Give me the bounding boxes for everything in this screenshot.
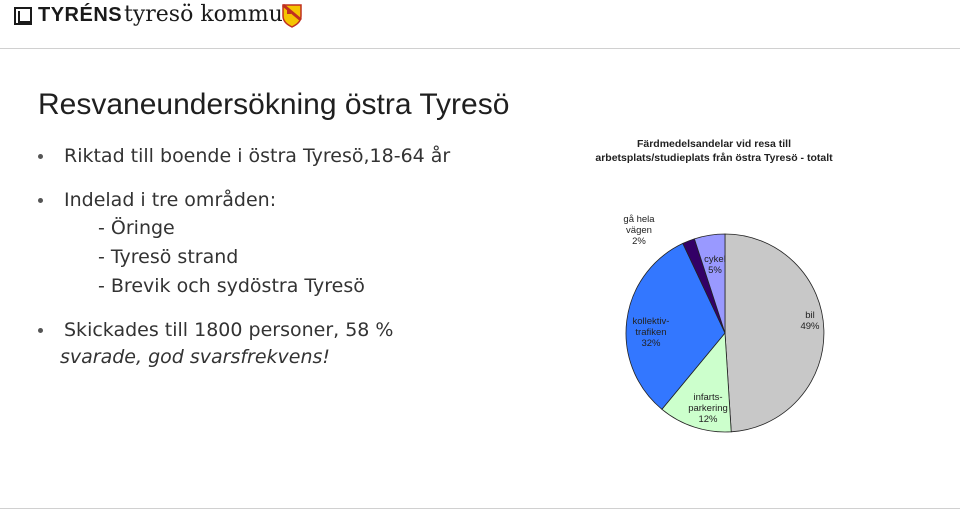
bullet-text: Riktad till boende i östra Tyresö,18-64 … [64,145,451,167]
pie-slice-label: infarts-parkering 12% [688,392,728,425]
chart-title-line: Färdmedelsandelar vid resa till [636,138,792,150]
bullet-dot-icon [38,328,43,333]
pie-slice [724,233,825,433]
pie-slice [661,331,732,433]
pie-slice [625,242,726,410]
slide-header: TYRÉNS tyresö kommun [0,0,960,49]
tyreso-crest-icon [282,4,302,28]
sub-item: - Tyresö strand [98,246,239,268]
footer-divider [0,508,960,509]
bullet-text: Skickades till 1800 personer, 58 % [64,319,394,341]
tyrens-logo: TYRÉNS [14,4,122,27]
tyrens-logo-mark-icon [14,6,32,25]
pie-slice-label: kollektiv-trafiken 32% [633,316,670,349]
bullet-text: Indelad i tre områden: [64,189,277,211]
chart-title-line: arbetsplats/studieplats från östra Tyres… [595,152,833,164]
sub-item: - Brevik och sydöstra Tyresö [98,275,365,297]
pie-slice-label: bil 49% [800,310,820,332]
slide-title: Resvaneundersökning östra Tyresö [38,88,510,121]
pie-slice [693,233,726,334]
bullet-dot-icon [38,198,43,203]
pie-slice-label: cykel 5% [704,254,726,276]
tyreso-kommun-logo-text: tyresö kommun [124,2,297,27]
sub-item: - Öringe [98,217,175,239]
pie-slice-label: gå hela vägen 2% [623,214,655,247]
chart-title: Färdmedelsandelar vid resa till arbetspl… [586,137,842,165]
bullet-continuation: svarade, god svarsfrekvens! [60,346,331,368]
bullet-dot-icon [38,154,43,159]
tyrens-logo-text: TYRÉNS [38,4,123,26]
